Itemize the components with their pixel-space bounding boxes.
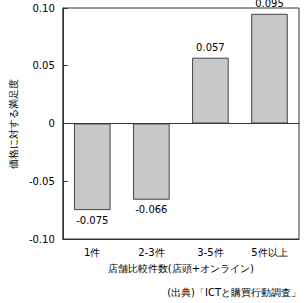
svg-text:0.057: 0.057 <box>196 42 225 53</box>
svg-text:0.05: 0.05 <box>33 60 55 71</box>
svg-text:1件: 1件 <box>84 247 100 258</box>
svg-text:-0.10: -0.10 <box>29 234 55 245</box>
svg-text:価格に対する満足度: 価格に対する満足度 <box>8 79 19 169</box>
svg-text:-0.05: -0.05 <box>29 176 55 187</box>
svg-text:5件以上: 5件以上 <box>251 247 287 258</box>
svg-text:-0.066: -0.066 <box>135 204 167 215</box>
svg-text:0: 0 <box>48 118 54 129</box>
svg-text:店舗比較件数(店頭+オンライン): 店舗比較件数(店頭+オンライン) <box>108 263 254 274</box>
svg-text:3-5件: 3-5件 <box>197 247 223 258</box>
svg-text:0.10: 0.10 <box>33 3 55 14</box>
svg-text:(出典)「ICTと購買行動調査」: (出典)「ICTと購買行動調査」 <box>167 287 301 298</box>
svg-text:0.095: 0.095 <box>255 0 284 9</box>
svg-text:-0.075: -0.075 <box>76 215 108 226</box>
svg-text:2-3件: 2-3件 <box>138 247 164 258</box>
